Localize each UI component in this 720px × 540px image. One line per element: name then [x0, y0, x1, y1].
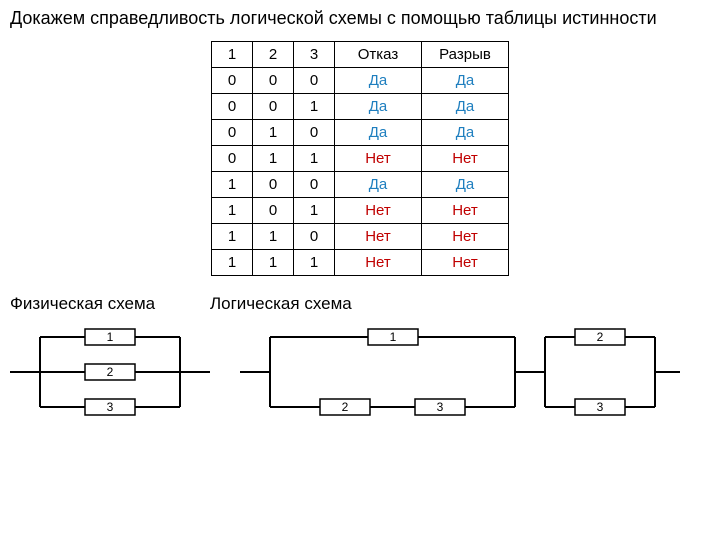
- table-cell: 1: [253, 250, 294, 276]
- phys-r3-label: 3: [107, 400, 114, 414]
- table-cell: 0: [294, 120, 335, 146]
- table-row: 101НетНет: [212, 198, 509, 224]
- table-cell: 1: [212, 224, 253, 250]
- table-cell: 0: [294, 224, 335, 250]
- table-cell: 1: [294, 250, 335, 276]
- table-cell-result: Да: [422, 120, 509, 146]
- table-cell: 1: [253, 146, 294, 172]
- table-row: 100ДаДа: [212, 172, 509, 198]
- table-cell-result: Да: [422, 94, 509, 120]
- table-row: 001ДаДа: [212, 94, 509, 120]
- table-cell: 0: [212, 94, 253, 120]
- table-cell-result: Да: [422, 68, 509, 94]
- table-cell-result: Нет: [422, 250, 509, 276]
- subtitle-logical: Логическая схема: [210, 294, 352, 314]
- logical-diagram: 1 2 3 2 3: [240, 322, 680, 422]
- table-cell-result: Нет: [422, 198, 509, 224]
- log-r3b-label: 3: [437, 400, 444, 414]
- log-r4-label: 3: [597, 400, 604, 414]
- table-cell: 1: [212, 172, 253, 198]
- physical-diagram: 1 2 3: [10, 322, 210, 422]
- table-row: 011НетНет: [212, 146, 509, 172]
- table-cell-result: Да: [422, 172, 509, 198]
- table-cell: 0: [253, 68, 294, 94]
- table-cell-result: Да: [335, 94, 422, 120]
- phys-r2-label: 2: [107, 365, 114, 379]
- table-row: 111НетНет: [212, 250, 509, 276]
- table-cell-result: Нет: [335, 224, 422, 250]
- table-cell: 0: [294, 172, 335, 198]
- col-header: 3: [294, 42, 335, 68]
- table-cell: 0: [212, 68, 253, 94]
- col-header: Отказ: [335, 42, 422, 68]
- table-cell: 0: [253, 172, 294, 198]
- table-cell: 0: [294, 68, 335, 94]
- log-r2-label: 2: [597, 330, 604, 344]
- table-row: 000ДаДа: [212, 68, 509, 94]
- page-title: Докажем справедливость логической схемы …: [10, 8, 710, 29]
- table-row: 010ДаДа: [212, 120, 509, 146]
- table-cell: 1: [212, 198, 253, 224]
- table-cell-result: Нет: [335, 250, 422, 276]
- table-cell-result: Нет: [335, 146, 422, 172]
- table-cell-result: Да: [335, 172, 422, 198]
- table-cell: 1: [294, 146, 335, 172]
- table-cell: 0: [212, 120, 253, 146]
- truth-table: 1 2 3 Отказ Разрыв 000ДаДа001ДаДа010ДаДа…: [211, 41, 509, 276]
- diagrams: 1 2 3 1 2 3: [10, 322, 710, 422]
- table-cell: 1: [253, 120, 294, 146]
- table-cell-result: Нет: [422, 224, 509, 250]
- subtitles: Физическая схема Логическая схема: [10, 294, 710, 314]
- log-r3a-label: 2: [342, 400, 349, 414]
- log-r1-label: 1: [390, 330, 397, 344]
- table-cell: 0: [212, 146, 253, 172]
- subtitle-physical: Физическая схема: [10, 294, 210, 314]
- table-cell: 1: [253, 224, 294, 250]
- col-header: 1: [212, 42, 253, 68]
- col-header: Разрыв: [422, 42, 509, 68]
- table-cell: 1: [294, 94, 335, 120]
- table-cell: 0: [253, 94, 294, 120]
- table-cell: 0: [253, 198, 294, 224]
- table-cell-result: Да: [335, 120, 422, 146]
- col-header: 2: [253, 42, 294, 68]
- table-cell: 1: [212, 250, 253, 276]
- table-cell-result: Да: [335, 68, 422, 94]
- table-cell: 1: [294, 198, 335, 224]
- table-row: 110НетНет: [212, 224, 509, 250]
- phys-r1-label: 1: [107, 330, 114, 344]
- table-header-row: 1 2 3 Отказ Разрыв: [212, 42, 509, 68]
- table-cell-result: Нет: [335, 198, 422, 224]
- table-cell-result: Нет: [422, 146, 509, 172]
